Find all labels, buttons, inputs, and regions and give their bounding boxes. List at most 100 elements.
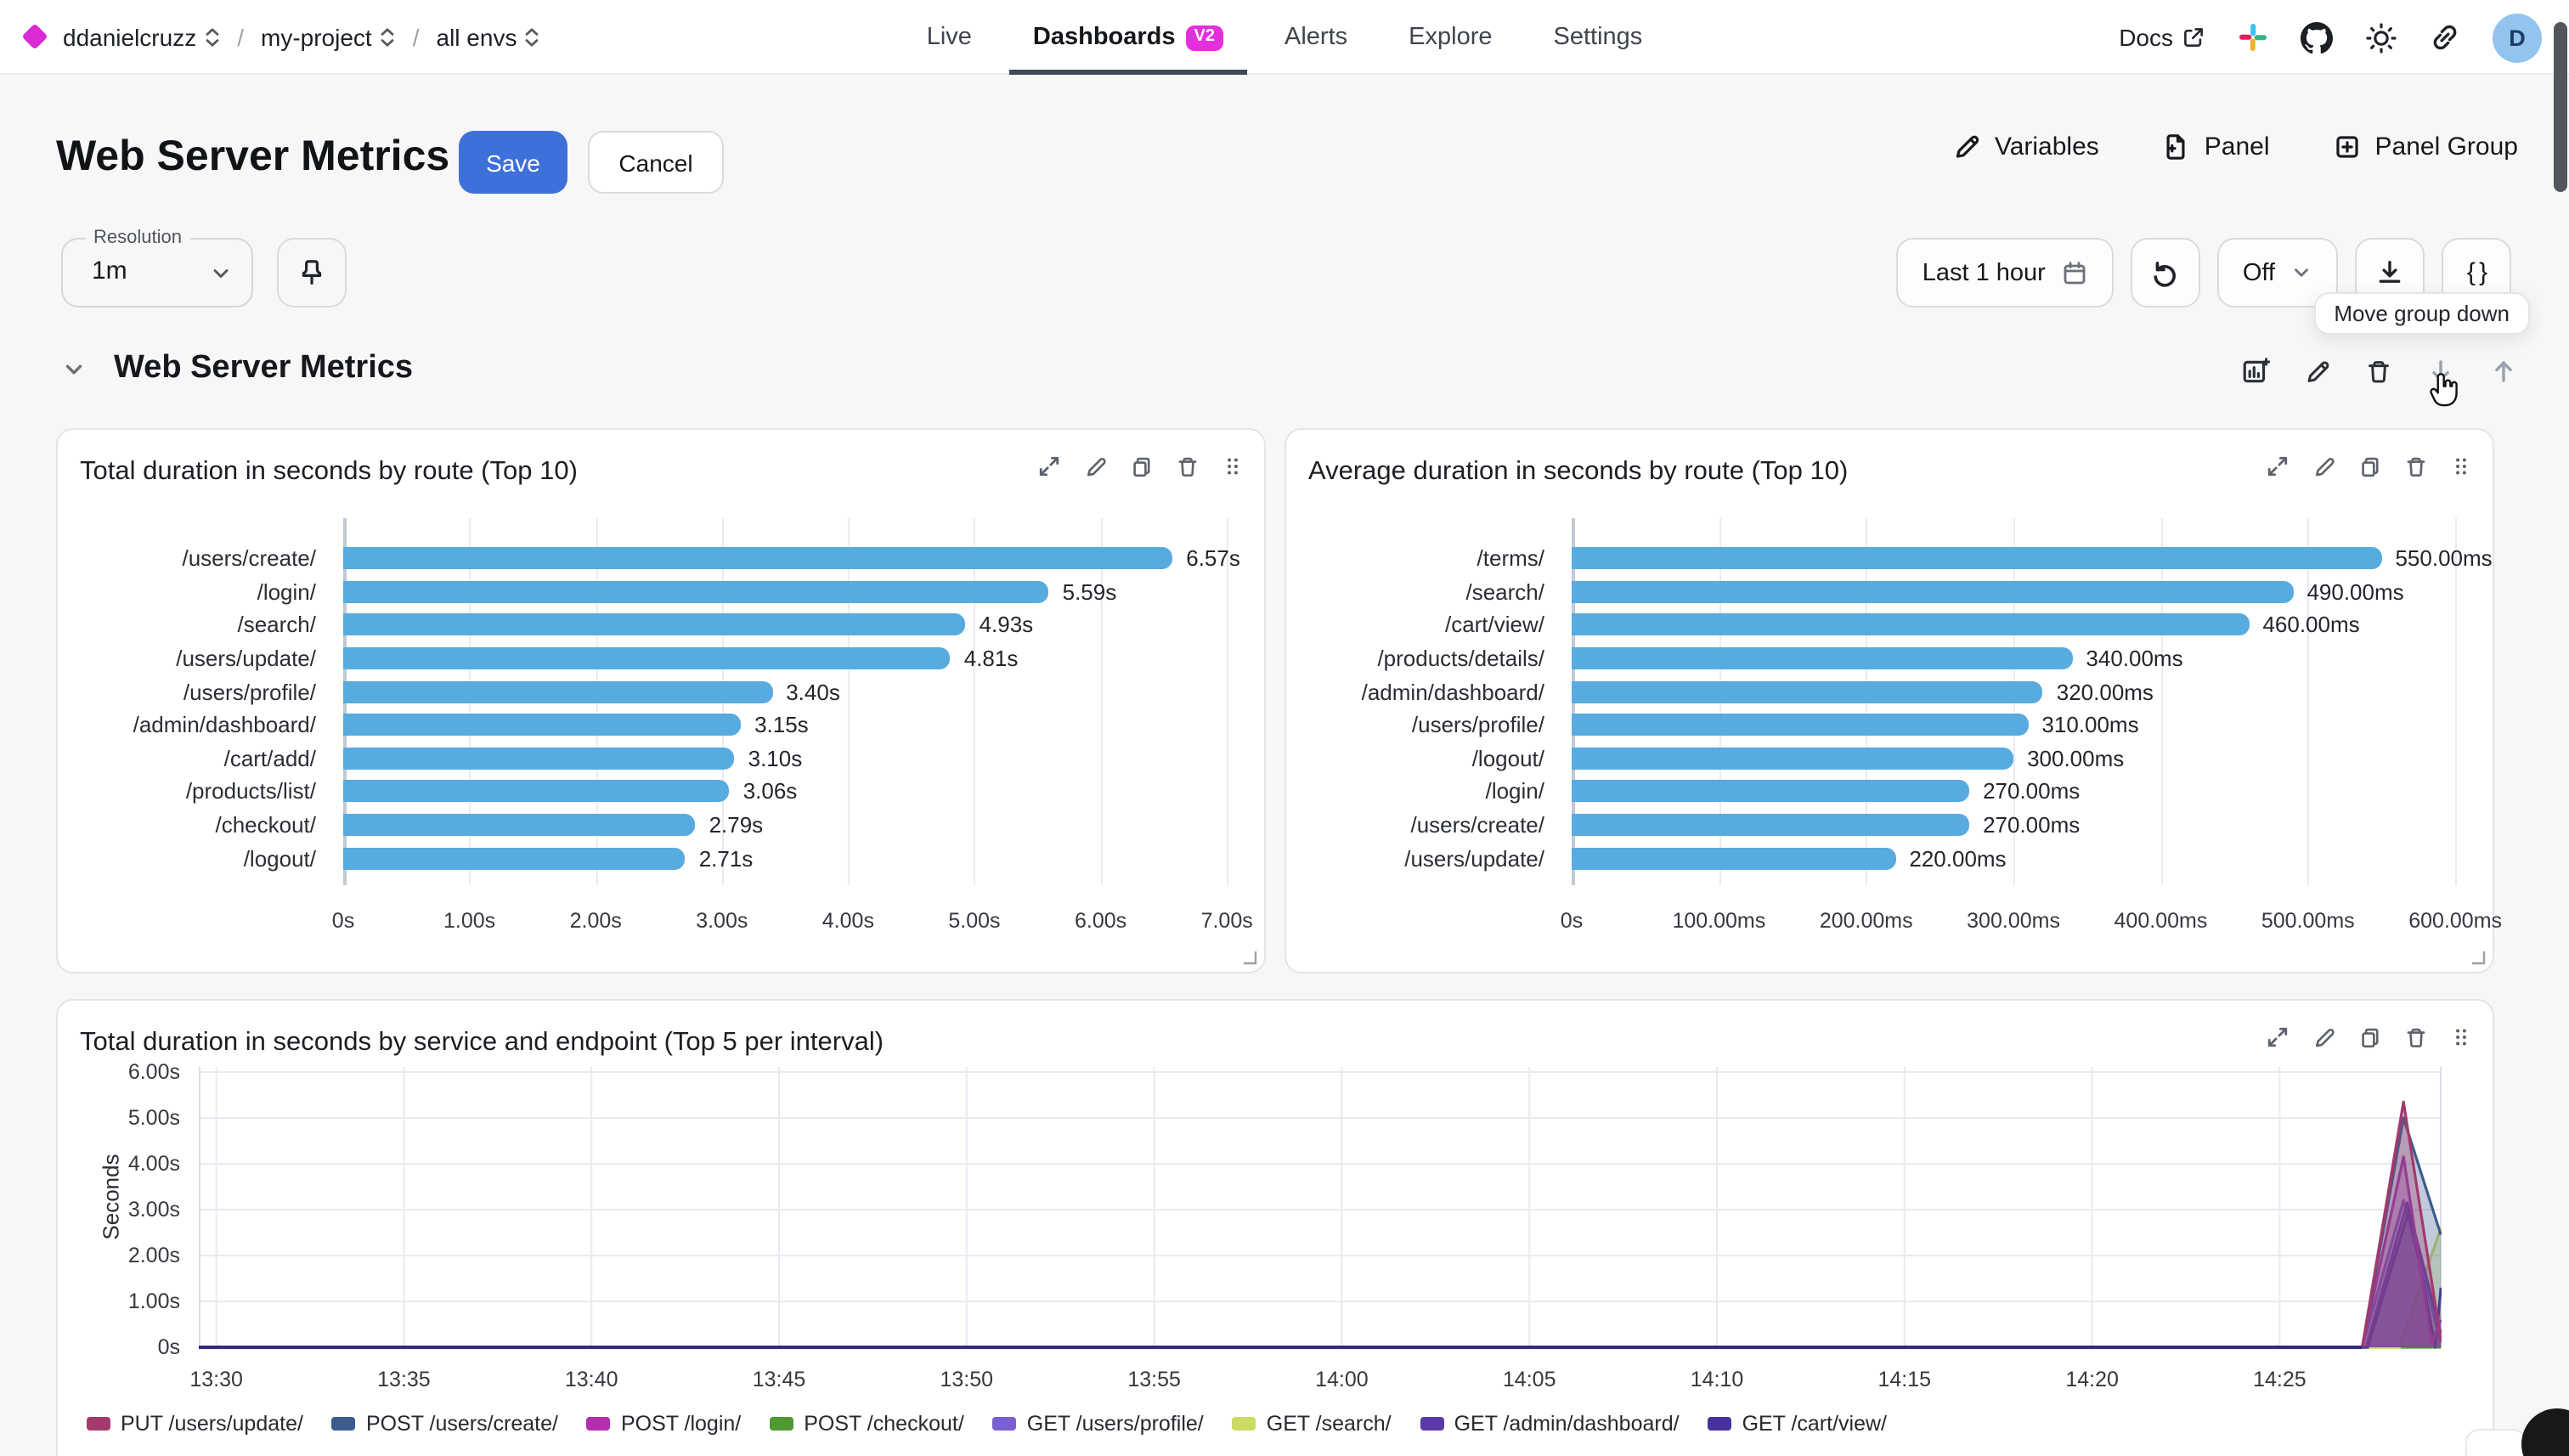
add-panel-group-button[interactable]: Panel Group xyxy=(2333,133,2518,161)
bar-value-label: 2.79s xyxy=(709,812,764,838)
move-group-up-button[interactable] xyxy=(2489,357,2518,386)
bar-category-label: /cart/add/ xyxy=(223,745,316,771)
nav-live[interactable]: Live xyxy=(927,0,972,75)
move-group-down-button[interactable] xyxy=(2426,357,2455,386)
resize-handle[interactable] xyxy=(2470,950,2486,965)
variables-button[interactable]: Variables xyxy=(1952,133,2099,161)
add-chart-to-group-button[interactable] xyxy=(2241,357,2270,386)
github-icon[interactable] xyxy=(2301,21,2333,54)
nav-dashboards[interactable]: Dashboards V2 xyxy=(1008,0,1248,75)
bar[interactable] xyxy=(343,613,966,636)
bar-row: /checkout/2.79s xyxy=(58,809,1264,842)
cancel-button[interactable]: Cancel xyxy=(588,131,724,194)
bar-category-label: /login/ xyxy=(257,578,316,605)
bar[interactable] xyxy=(1572,680,2043,703)
x-tick-label: 13:50 xyxy=(940,1368,994,1391)
docs-link[interactable]: Docs xyxy=(2119,24,2205,51)
drag-handle-icon[interactable] xyxy=(1222,454,1244,479)
delete-icon[interactable] xyxy=(1176,454,1200,478)
breadcrumb-env[interactable]: all envs xyxy=(437,23,541,50)
legend-item[interactable]: GET /users/profile/ xyxy=(992,1412,1204,1436)
add-panel-button[interactable]: Panel xyxy=(2162,133,2270,161)
collapse-chevron-icon[interactable] xyxy=(61,356,87,381)
bar[interactable] xyxy=(343,747,735,770)
bottom-right-widget[interactable] xyxy=(2465,1429,2527,1456)
bar[interactable] xyxy=(1572,613,2250,636)
legend-item[interactable]: GET /search/ xyxy=(1232,1412,1392,1436)
legend-label: GET /admin/dashboard/ xyxy=(1454,1412,1680,1436)
bar[interactable] xyxy=(1572,847,1896,870)
legend-item[interactable]: POST /users/create/ xyxy=(331,1412,558,1436)
copy-icon[interactable] xyxy=(2358,454,2382,478)
edit-icon[interactable] xyxy=(2312,454,2336,478)
delete-group-button[interactable] xyxy=(2365,358,2392,385)
edit-group-button[interactable] xyxy=(2304,358,2331,385)
page-scrollbar-thumb[interactable] xyxy=(2554,22,2567,192)
bar[interactable] xyxy=(343,814,696,837)
bar[interactable] xyxy=(343,547,1173,570)
pin-button[interactable] xyxy=(277,238,347,308)
bar-value-label: 6.57s xyxy=(1186,545,1240,572)
share-link-icon[interactable] xyxy=(2430,22,2460,53)
expand-icon[interactable] xyxy=(1036,454,1062,479)
breadcrumb-org-label: ddanielcruzz xyxy=(63,23,197,50)
time-range-picker[interactable]: Last 1 hour xyxy=(1896,238,2114,308)
delete-icon[interactable] xyxy=(2404,454,2428,478)
bar[interactable] xyxy=(343,680,773,703)
bar[interactable] xyxy=(343,847,686,870)
nav-explore[interactable]: Explore xyxy=(1409,0,1492,75)
resolution-select[interactable]: Resolution 1m xyxy=(61,228,253,308)
chat-bubble-peek[interactable] xyxy=(2521,1408,2569,1456)
x-tick-label: 0s xyxy=(1560,909,1584,933)
x-tick-label: 14:20 xyxy=(2065,1368,2119,1391)
x-tick-label: 2.00s xyxy=(569,909,622,933)
save-button[interactable]: Save xyxy=(459,131,567,194)
unfold-icon xyxy=(379,25,396,48)
edit-icon[interactable] xyxy=(2312,1025,2336,1049)
refresh-button[interactable] xyxy=(2130,238,2200,308)
copy-icon[interactable] xyxy=(1130,454,1154,478)
brand-logo-icon[interactable] xyxy=(21,23,48,50)
bar-value-label: 550.00ms xyxy=(2395,545,2493,572)
breadcrumb-org[interactable]: ddanielcruzz xyxy=(63,23,220,50)
bar[interactable] xyxy=(343,714,742,736)
bar[interactable] xyxy=(1572,580,2294,603)
bar-row: /users/create/270.00ms xyxy=(1286,809,2493,842)
avatar[interactable]: D xyxy=(2493,13,2542,62)
bar[interactable] xyxy=(1572,747,2014,770)
legend-swatch xyxy=(770,1417,794,1431)
legend-item[interactable]: POST /checkout/ xyxy=(770,1412,964,1436)
bar[interactable] xyxy=(1572,647,2073,670)
bar[interactable] xyxy=(343,780,730,803)
legend-item[interactable]: POST /login/ xyxy=(586,1412,741,1436)
resize-handle[interactable] xyxy=(1242,950,1257,965)
legend-item[interactable]: GET /admin/dashboard/ xyxy=(1420,1412,1680,1436)
drag-handle-icon[interactable] xyxy=(2450,1024,2472,1050)
bar[interactable] xyxy=(1572,780,1970,803)
theme-sun-icon[interactable] xyxy=(2365,21,2397,54)
bar[interactable] xyxy=(1572,547,2382,570)
bar-row: /admin/dashboard/320.00ms xyxy=(1286,675,2493,708)
x-tick-label: 7.00s xyxy=(1200,909,1253,933)
slack-icon[interactable] xyxy=(2238,22,2268,53)
bar-category-label: /search/ xyxy=(237,612,317,638)
edit-icon[interactable] xyxy=(1084,454,1108,478)
breadcrumb-project-label: my-project xyxy=(261,23,372,50)
copy-icon[interactable] xyxy=(2358,1025,2382,1049)
legend-item[interactable]: PUT /users/update/ xyxy=(87,1412,303,1436)
bar[interactable] xyxy=(1572,814,1970,837)
nav-alerts[interactable]: Alerts xyxy=(1284,0,1347,75)
delete-icon[interactable] xyxy=(2404,1025,2428,1049)
legend-label: POST /users/create/ xyxy=(365,1412,558,1436)
bar[interactable] xyxy=(343,647,951,670)
drag-handle-icon[interactable] xyxy=(2450,454,2472,479)
expand-icon[interactable] xyxy=(2265,454,2290,479)
bar[interactable] xyxy=(1572,714,2029,736)
expand-icon[interactable] xyxy=(2265,1024,2290,1050)
breadcrumb-project[interactable]: my-project xyxy=(261,23,396,50)
bar[interactable] xyxy=(343,580,1049,603)
x-tick-label: 13:45 xyxy=(752,1368,806,1391)
nav-settings[interactable]: Settings xyxy=(1554,0,1643,75)
legend-item[interactable]: GET /cart/view/ xyxy=(1708,1412,1887,1436)
